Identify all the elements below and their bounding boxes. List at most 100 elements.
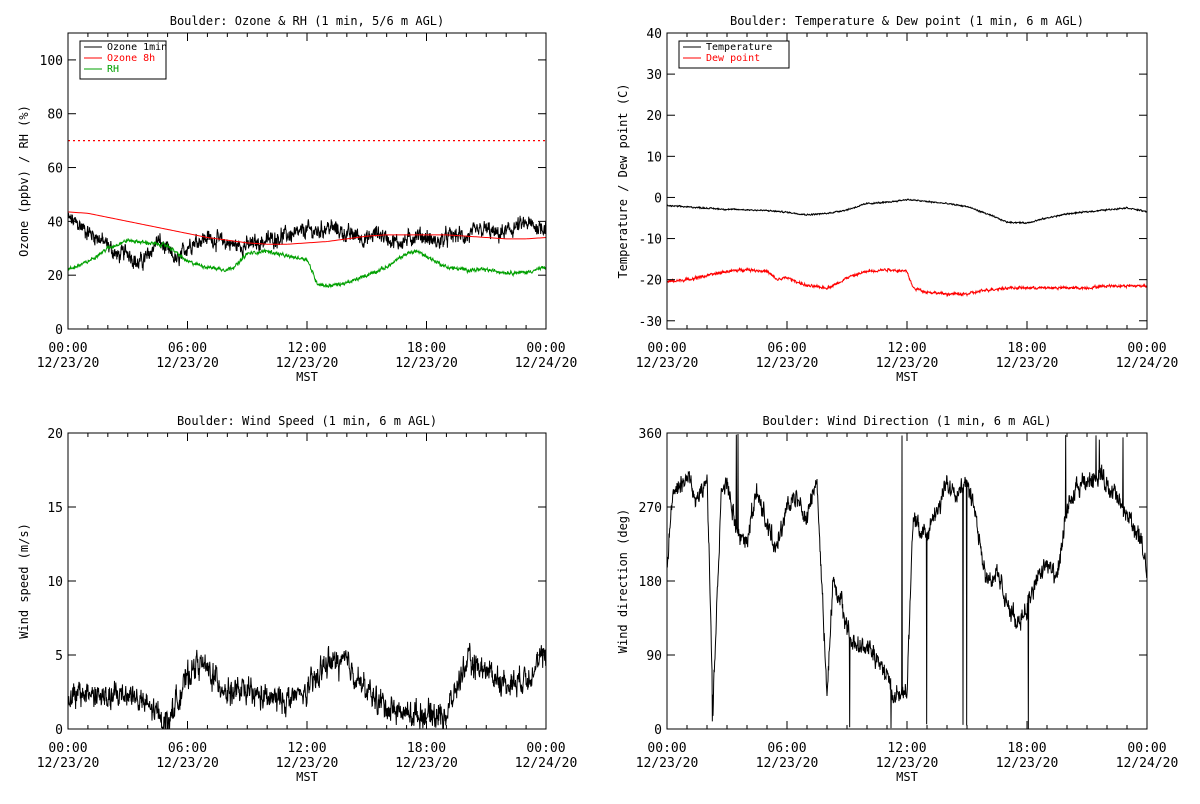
x-tick-date: 12/23/20 xyxy=(37,356,100,371)
chart-wind_dir: Boulder: Wind Direction (1 min, 6 m AGL)… xyxy=(616,414,1178,784)
y-tick-label: 15 xyxy=(47,501,63,516)
y-tick-label: 5 xyxy=(55,649,63,664)
x-tick-date: 12/23/20 xyxy=(395,756,458,771)
legend-entry: Ozone 1min xyxy=(107,42,167,53)
y-tick-label: 20 xyxy=(646,109,662,124)
y-tick-label: -20 xyxy=(639,274,662,289)
y-tick-label: -30 xyxy=(639,315,662,330)
series-line-dew-point xyxy=(667,266,1147,298)
series-line-data xyxy=(667,434,1147,729)
x-tick-time: 18:00 xyxy=(1007,341,1046,356)
y-tick-label: 100 xyxy=(40,54,63,69)
legend-entry: Temperature xyxy=(706,42,772,53)
y-tick-label: 20 xyxy=(47,269,63,284)
x-tick-time: 18:00 xyxy=(407,341,446,356)
y-tick-label: 0 xyxy=(55,323,63,338)
x-tick-date: 12/24/20 xyxy=(1116,756,1179,771)
x-tick-time: 12:00 xyxy=(887,341,926,356)
legend-entry: RH xyxy=(107,64,119,75)
y-tick-label: 40 xyxy=(47,215,63,230)
x-tick-date: 12/23/20 xyxy=(876,756,939,771)
x-tick-time: 06:00 xyxy=(168,741,207,756)
legend-box xyxy=(678,40,790,69)
series-line-data xyxy=(68,642,546,729)
x-axis-label: MST xyxy=(896,370,918,384)
x-tick-date: 12/23/20 xyxy=(636,356,699,371)
x-tick-date: 12/23/20 xyxy=(876,356,939,371)
x-tick-date: 12/23/20 xyxy=(276,756,339,771)
x-tick-time: 00:00 xyxy=(48,341,87,356)
plot-frame xyxy=(666,32,1148,330)
plot-area xyxy=(667,434,1147,729)
y-tick-label: 10 xyxy=(47,575,63,590)
x-tick-date: 12/23/20 xyxy=(996,756,1059,771)
y-tick-label: 20 xyxy=(47,427,63,442)
y-tick-label: 30 xyxy=(646,68,662,83)
chart-title: Boulder: Wind Direction (1 min, 6 m AGL) xyxy=(763,414,1052,428)
chart-title: Boulder: Temperature & Dew point (1 min,… xyxy=(730,14,1084,28)
x-tick-date: 12/24/20 xyxy=(515,356,578,371)
x-tick-time: 00:00 xyxy=(1127,341,1166,356)
plot-area xyxy=(68,140,546,289)
x-tick-time: 00:00 xyxy=(1127,741,1166,756)
x-tick-date: 12/23/20 xyxy=(395,356,458,371)
plot-area xyxy=(667,198,1147,298)
y-tick-label: 90 xyxy=(646,649,662,664)
x-tick-time: 00:00 xyxy=(526,341,565,356)
y-tick-label: -10 xyxy=(639,233,662,248)
x-tick-date: 12/23/20 xyxy=(996,356,1059,371)
x-tick-date: 12/23/20 xyxy=(276,356,339,371)
y-tick-label: 0 xyxy=(654,723,662,738)
y-tick-label: 80 xyxy=(47,108,63,123)
x-tick-date: 12/24/20 xyxy=(1116,356,1179,371)
x-tick-time: 12:00 xyxy=(287,741,326,756)
x-tick-time: 00:00 xyxy=(48,741,87,756)
x-tick-date: 12/23/20 xyxy=(756,756,819,771)
x-tick-date: 12/23/20 xyxy=(156,756,219,771)
x-tick-time: 00:00 xyxy=(647,341,686,356)
x-tick-date: 12/23/20 xyxy=(156,356,219,371)
y-tick-label: 60 xyxy=(47,162,63,177)
plot-frame xyxy=(67,432,547,730)
chart-title: Boulder: Ozone & RH (1 min, 5/6 m AGL) xyxy=(170,14,445,28)
x-tick-time: 06:00 xyxy=(767,741,806,756)
y-tick-label: 270 xyxy=(639,501,662,516)
series-line-rh xyxy=(68,238,546,289)
y-tick-label: 0 xyxy=(654,191,662,206)
chart-title: Boulder: Wind Speed (1 min, 6 m AGL) xyxy=(177,414,437,428)
y-tick-label: 10 xyxy=(646,150,662,165)
x-tick-time: 06:00 xyxy=(168,341,207,356)
y-axis-label: Temperature / Dew point (C) xyxy=(616,83,630,278)
x-axis-label: MST xyxy=(896,770,918,784)
legend-entry: Dew point xyxy=(706,53,760,64)
y-axis-label: Wind speed (m/s) xyxy=(17,523,31,639)
y-tick-label: 0 xyxy=(55,723,63,738)
chart-ozone_rh: Boulder: Ozone & RH (1 min, 5/6 m AGL) 0 2… xyxy=(17,14,577,384)
chart-temp_dew: Boulder: Temperature & Dew point (1 min,… xyxy=(616,14,1178,384)
y-axis-label: Wind direction (deg) xyxy=(616,509,630,654)
x-axis-label: MST xyxy=(296,370,318,384)
x-tick-date: 12/24/20 xyxy=(515,756,578,771)
x-tick-time: 18:00 xyxy=(1007,741,1046,756)
x-tick-date: 12/23/20 xyxy=(636,756,699,771)
chart-wind_speed: Boulder: Wind Speed (1 min, 6 m AGL) 0 5 10… xyxy=(17,414,577,784)
series-line-ozone-8h xyxy=(68,211,546,245)
legend-entry: Ozone 8h xyxy=(107,53,155,64)
y-tick-label: 180 xyxy=(639,575,662,590)
plot-area xyxy=(68,642,546,729)
x-tick-date: 12/23/20 xyxy=(37,756,100,771)
x-tick-time: 18:00 xyxy=(407,741,446,756)
x-tick-time: 00:00 xyxy=(647,741,686,756)
x-axis-label: MST xyxy=(296,770,318,784)
x-tick-time: 06:00 xyxy=(767,341,806,356)
series-line-temperature xyxy=(667,198,1147,225)
x-tick-time: 12:00 xyxy=(887,741,926,756)
x-tick-time: 00:00 xyxy=(526,741,565,756)
y-tick-label: 40 xyxy=(646,27,662,42)
y-axis-label: Ozone (ppbv) / RH (%) xyxy=(17,105,31,257)
x-tick-time: 12:00 xyxy=(287,341,326,356)
y-tick-label: 360 xyxy=(639,427,662,442)
x-tick-date: 12/23/20 xyxy=(756,356,819,371)
